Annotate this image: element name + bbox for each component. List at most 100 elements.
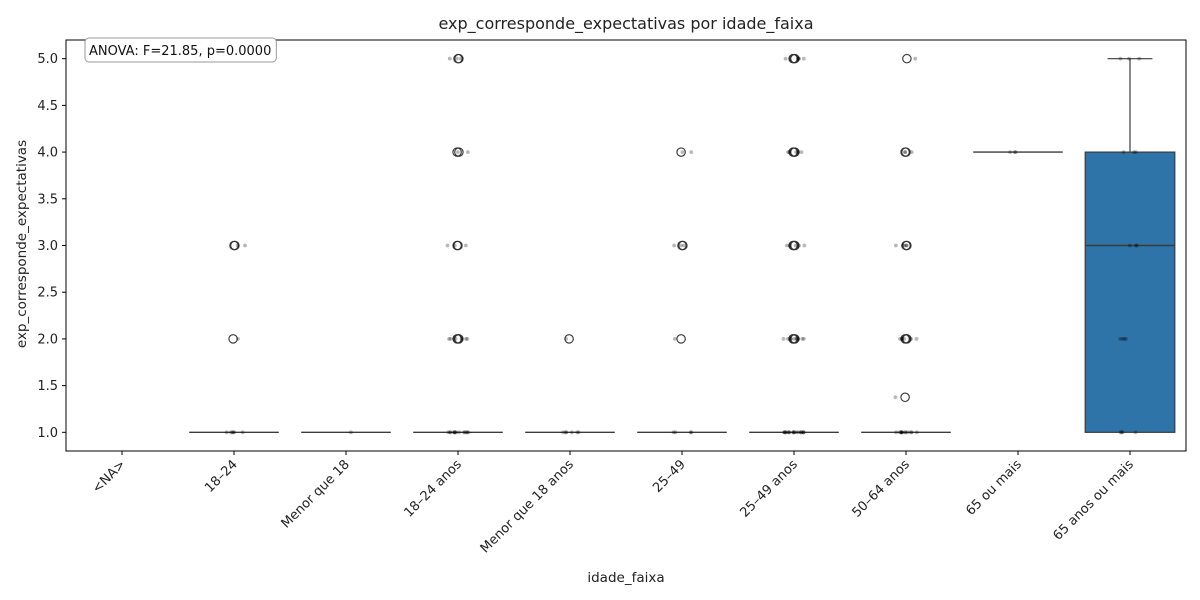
strip-point (781, 337, 786, 341)
strip-point (1127, 56, 1131, 61)
strip-point (897, 430, 902, 435)
strip-point (451, 430, 456, 435)
outlier-point (900, 334, 910, 344)
strip-point (801, 430, 806, 435)
strip-point (448, 430, 453, 435)
strip-point (799, 150, 804, 154)
strip-point (904, 243, 909, 248)
strip-point (802, 243, 807, 248)
strip-point (909, 430, 914, 435)
strip-point (899, 430, 904, 435)
strip-point (795, 337, 799, 341)
strip-point (787, 430, 791, 435)
strip-point (783, 430, 788, 435)
strip-point (792, 430, 797, 435)
outlier-point (901, 147, 911, 157)
strip-point (787, 150, 792, 154)
strip-point (787, 243, 792, 248)
strip-point (893, 243, 898, 248)
plot-area: 1.0 1.5 2.0 2.5 3.0 3.5 4.0 4.5 5.0 <NA> 18–24 Meno… (37, 39, 1187, 556)
strip-point (791, 430, 795, 435)
strip-point (786, 150, 791, 154)
strip-point (224, 430, 229, 435)
box-iqr (1084, 151, 1176, 433)
strip-point (784, 430, 789, 435)
strip-point (1133, 430, 1138, 435)
strip-point (799, 430, 804, 435)
strip-point (1134, 243, 1139, 248)
anova-annotation-box (84, 37, 277, 63)
strip-point (901, 243, 905, 248)
strip-point (678, 243, 683, 248)
strip-point (785, 337, 790, 341)
strip-point (799, 430, 804, 435)
x-tick-label: 18–24 (202, 457, 241, 496)
x-tick-label: 65 ou mais (963, 457, 1025, 519)
y-tick-label: 5.0 (37, 52, 58, 67)
x-tick-label: Menor que 18 (279, 457, 353, 531)
y-tick-label: 1.5 (37, 379, 58, 394)
strip-point (461, 430, 466, 435)
strip-point (681, 243, 686, 248)
strip-point (1118, 56, 1123, 61)
x-tick-label: Menor que 18 anos (478, 457, 577, 556)
y-tick-label: 2.0 (37, 332, 58, 347)
strip-point (791, 430, 796, 435)
strip-point (462, 430, 467, 435)
strip-point (784, 243, 789, 248)
strip-point (464, 430, 469, 435)
x-tick-label: 25–49 anos (737, 457, 801, 521)
outlier-point (454, 53, 464, 64)
strip-point (1124, 337, 1128, 341)
strip-point (452, 243, 457, 248)
strip-point (796, 56, 801, 61)
strip-point (903, 150, 908, 154)
strip-point (457, 430, 461, 435)
strip-point (1122, 337, 1127, 341)
strip-point (899, 430, 904, 435)
strip-point (787, 430, 791, 435)
outlier-point (678, 240, 688, 251)
strip-point (914, 430, 919, 435)
outlier-point (452, 147, 462, 157)
strip-point (672, 337, 677, 341)
strip-point (459, 337, 464, 341)
strip-point (800, 337, 805, 341)
plot-frame (65, 39, 1187, 452)
strip-point (1134, 150, 1138, 154)
strip-point (240, 430, 245, 435)
strip-point (576, 430, 581, 435)
outlier-point (228, 334, 238, 344)
strip-point (231, 430, 236, 435)
strip-point (455, 56, 459, 61)
outlier-point (788, 147, 798, 157)
strip-point (447, 56, 452, 61)
strip-point (463, 243, 468, 248)
strip-point (1008, 150, 1013, 154)
strip-point (794, 337, 799, 341)
strip-point (787, 430, 791, 435)
strip-point (1013, 150, 1018, 154)
strip-point (801, 56, 806, 61)
strip-point (794, 150, 799, 154)
strip-point (797, 56, 801, 61)
strip-point (909, 430, 913, 435)
strip-point (789, 337, 794, 341)
y-axis-title: exp_corresponde_expectativas (14, 140, 30, 348)
strip-point (791, 430, 796, 435)
strip-point (465, 430, 470, 435)
strip-point (903, 150, 907, 154)
x-tick-label: 25–49 (650, 457, 689, 496)
outlier-point (788, 240, 798, 251)
strip-point (232, 430, 237, 435)
outlier-point (564, 334, 574, 344)
strip-point (448, 337, 453, 341)
x-axis-title: idade_faixa (587, 570, 664, 586)
strip-point (689, 430, 693, 435)
x-tick-label: 65 anos ou mais (1050, 457, 1136, 543)
outlier-point (676, 334, 686, 344)
strip-point (349, 430, 353, 435)
strip-point (561, 430, 566, 435)
